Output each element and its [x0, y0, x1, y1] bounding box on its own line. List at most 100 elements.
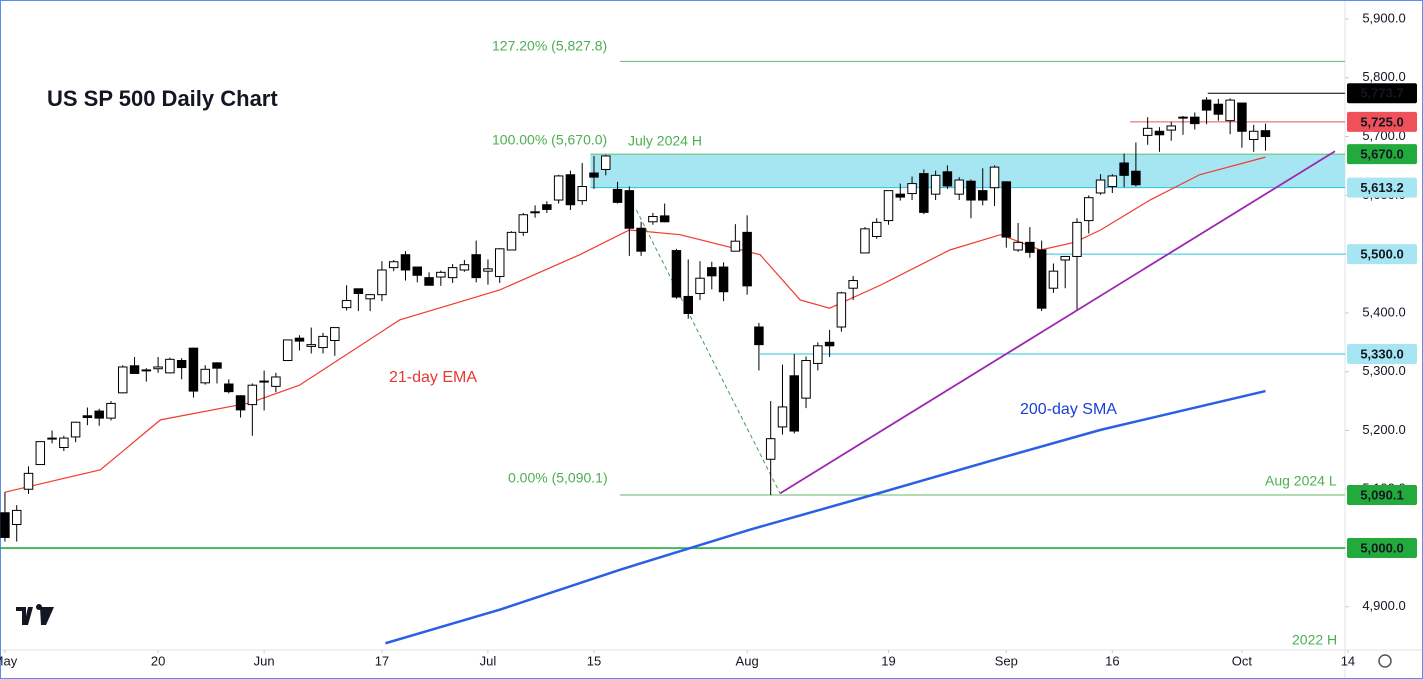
chart-title: US SP 500 Daily Chart — [47, 86, 278, 111]
candle-body — [353, 288, 364, 294]
candle-body — [1107, 175, 1118, 188]
candle-body — [1025, 241, 1035, 253]
candle-body — [494, 248, 505, 277]
candle-body — [259, 380, 269, 383]
candle-body — [188, 347, 199, 392]
candle-body — [235, 395, 246, 411]
candle-body — [718, 266, 729, 293]
y-tick-label: 4,900.0 — [1362, 598, 1405, 613]
candle-body — [212, 362, 222, 369]
y-tick-label: 5,200.0 — [1362, 422, 1405, 437]
candle-body — [224, 383, 234, 393]
price-tag — [1347, 538, 1417, 559]
y-tick-label: 5,300.0 — [1362, 363, 1405, 378]
candle-body — [1213, 103, 1224, 115]
price-tag-label: 5,613.2 — [1360, 180, 1403, 195]
candle-body — [789, 375, 799, 432]
candle-body — [765, 438, 776, 460]
price-tag — [1347, 244, 1417, 265]
candle-body — [1225, 99, 1235, 122]
price-tag — [1347, 111, 1417, 132]
x-tick-label: 14 — [1341, 653, 1355, 668]
candle-body — [1013, 241, 1023, 251]
candle-body — [518, 214, 529, 233]
candle-body — [23, 472, 34, 490]
x-tick-label: 15 — [587, 653, 601, 668]
candle-body — [35, 441, 46, 466]
candle-body — [848, 280, 858, 289]
candle-body — [1084, 197, 1094, 222]
candle-body — [70, 421, 81, 438]
candle-body — [930, 174, 941, 195]
price-tag-label: 5,090.1 — [1360, 487, 1403, 502]
candle-body — [365, 294, 375, 300]
candle-body — [530, 211, 540, 214]
candle-body — [153, 366, 163, 370]
price-tag-label: 5,670.0 — [1360, 147, 1403, 162]
candle-body — [330, 327, 340, 342]
candle-body — [730, 240, 741, 252]
candle-body — [1131, 170, 1141, 186]
candle-body — [895, 193, 906, 198]
candle-body — [1201, 99, 1212, 111]
price-tag — [1347, 83, 1417, 104]
candle-body — [412, 266, 423, 276]
candle-body — [1237, 102, 1247, 132]
candle-body — [471, 254, 481, 279]
price-tag-label: 5,725.0 — [1360, 114, 1403, 129]
x-tick-label: Jul — [480, 653, 497, 668]
annotation: Aug 2024 L — [1265, 473, 1337, 489]
candle-body — [94, 410, 104, 419]
candle-body — [860, 228, 870, 254]
candle-body — [542, 204, 552, 210]
candle-body — [966, 180, 976, 201]
logo — [16, 604, 54, 625]
candle-body — [1036, 249, 1047, 309]
x-tick-label: Jun — [254, 653, 275, 668]
candle-body — [1154, 130, 1165, 136]
y-tick-label: 5,900.0 — [1362, 10, 1405, 25]
candle-body — [1048, 270, 1059, 289]
candle-body — [813, 345, 823, 364]
fib-label: 100.00% (5,670.0) — [492, 132, 607, 148]
candle-body — [200, 368, 210, 384]
candle-body — [695, 277, 705, 294]
x-tick-label: 16 — [1105, 653, 1119, 668]
candle-body — [306, 344, 316, 347]
candle-body — [447, 267, 458, 279]
price-tag-label: 5,773.7 — [1360, 86, 1403, 101]
candle-body — [1260, 130, 1271, 138]
candle-body — [59, 437, 69, 448]
candle-body — [436, 271, 446, 278]
candle-body — [565, 174, 576, 206]
sma-label: 200-day SMA — [1020, 401, 1117, 418]
candle-body — [942, 171, 953, 187]
candle-body — [1190, 116, 1200, 125]
settings-icon[interactable] — [1378, 654, 1392, 668]
candle-body — [47, 437, 57, 440]
price-tag-label: 5,330.0 — [1360, 346, 1403, 361]
candle-body — [577, 186, 587, 202]
fib-label: 127.20% (5,827.8) — [492, 38, 607, 54]
candle-body — [165, 358, 175, 374]
trendline — [635, 209, 781, 494]
candle-body — [601, 155, 611, 170]
candle-body — [506, 231, 517, 251]
candle-body — [883, 190, 894, 222]
candle-body — [589, 172, 599, 178]
x-tick-label: Oct — [1232, 653, 1253, 668]
candle-body — [777, 406, 788, 428]
candle-body — [919, 173, 929, 213]
candle-body — [0, 512, 10, 538]
candle-body — [483, 268, 493, 272]
y-tick-label: 5,800.0 — [1362, 69, 1405, 84]
annotation: July 2024 H — [628, 133, 702, 149]
price-tag — [1347, 177, 1417, 198]
candle-body — [247, 384, 258, 406]
indicator-line — [385, 389, 1266, 645]
candle-body — [118, 366, 128, 394]
candle-body — [400, 254, 411, 271]
ema-label: 21-day EMA — [389, 369, 477, 386]
